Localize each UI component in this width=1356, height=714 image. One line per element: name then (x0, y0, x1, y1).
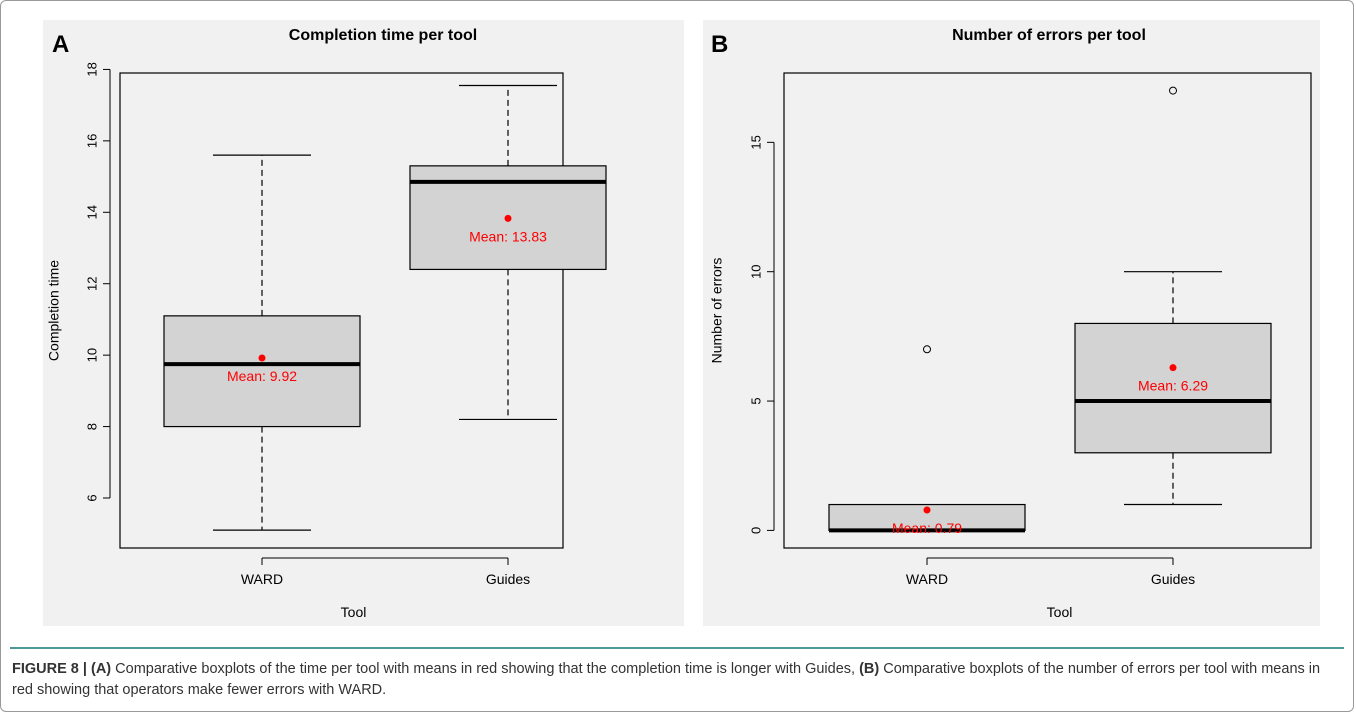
box-guides (1074, 322, 1272, 454)
figure-caption: FIGURE 8 | (A) Comparative boxplots of t… (12, 659, 1342, 701)
chart-title: Completion time per tool (289, 27, 477, 44)
y-tick-label: 16 (84, 134, 99, 148)
y-tick-label: 8 (84, 423, 99, 430)
y-tick-label: 14 (84, 205, 99, 219)
chart-title: Number of errors per tool (952, 27, 1146, 44)
mean-label: Mean: 6.29 (1138, 378, 1208, 394)
y-tick-label: 0 (748, 527, 763, 534)
outlier-point (923, 345, 931, 354)
panel-background (43, 20, 684, 626)
y-tick-label: 10 (84, 348, 99, 362)
figure-panels: A Completion time per tool 6 8 10 12 14 16 18 Com… (10, 20, 1344, 649)
mean-marker (258, 354, 266, 362)
y-tick-label: 6 (84, 494, 99, 501)
caption-part-b-text: Comparative boxplots of the number of er… (12, 661, 1321, 698)
y-axis-label: Completion time (46, 260, 62, 361)
caption-part-a-tag: (A) (91, 661, 112, 677)
mean-label: Mean: 13.83 (469, 228, 547, 244)
plot-area-border (783, 72, 1312, 549)
x-tick-label: WARD (241, 571, 283, 587)
y-tick-label: 18 (84, 62, 99, 76)
panel-label: B (711, 31, 728, 58)
y-tick-label: 12 (84, 276, 99, 290)
mean-label: Mean: 0.79 (892, 520, 962, 536)
mean-label: Mean: 9.92 (227, 368, 297, 384)
mean-marker (923, 506, 931, 514)
caption-part-b-tag: (B) (859, 661, 880, 677)
y-tick-label: 15 (748, 135, 763, 149)
y-tick-label: 5 (748, 397, 763, 404)
x-tick-label: Guides (1151, 571, 1195, 587)
outlier-point (1169, 86, 1177, 95)
caption-part-a-text: Comparative boxplots of the time per too… (111, 661, 860, 677)
x-axis-label: Tool (341, 604, 367, 620)
box-ward (163, 315, 361, 428)
caption-figure-label: FIGURE 8 | (12, 661, 91, 677)
x-axis-label: Tool (1047, 604, 1073, 620)
y-tick-label: 10 (748, 264, 763, 278)
mean-marker (504, 214, 512, 222)
x-tick-label: WARD (906, 571, 948, 587)
x-tick-label: Guides (486, 571, 530, 587)
panel-label: A (52, 31, 69, 58)
mean-marker (1169, 364, 1177, 372)
y-axis-label: Number of errors (709, 258, 725, 364)
plot-area-border (119, 72, 564, 549)
